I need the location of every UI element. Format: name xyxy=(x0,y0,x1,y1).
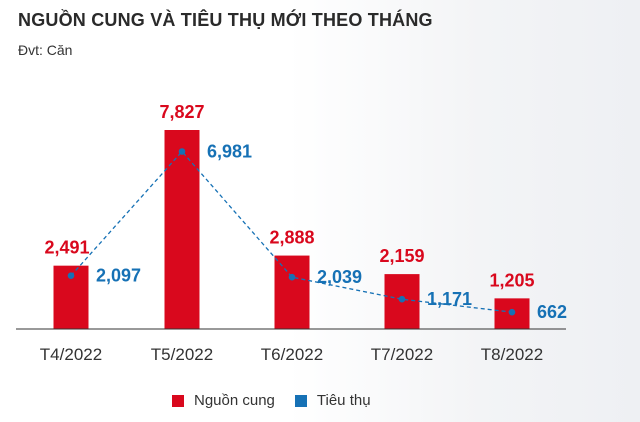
legend-label-supply: Nguồn cung xyxy=(194,392,275,409)
bar-supply-1 xyxy=(164,130,200,329)
point-sales-3 xyxy=(398,295,406,303)
point-sales-2 xyxy=(288,273,296,281)
line-label-4: 662 xyxy=(537,302,567,322)
legend-label-sales: Tiêu thụ xyxy=(316,392,371,409)
chart-title: NGUỒN CUNG VÀ TIÊU THỤ MỚI THEO THÁNG xyxy=(18,10,433,30)
x-tick-label-2: T6/2022 xyxy=(261,345,323,364)
legend-item-sales: Tiêu thụ xyxy=(294,392,371,409)
bar-label-0: 2,491 xyxy=(44,238,89,258)
legend-swatch-sales xyxy=(294,394,307,407)
legend-swatch-supply xyxy=(172,394,184,407)
point-sales-1 xyxy=(178,148,186,155)
point-sales-0 xyxy=(67,272,75,279)
x-tick-label-1: T5/2022 xyxy=(151,345,213,364)
line-label-1: 6,981 xyxy=(207,142,252,162)
line-label-3: 1,171 xyxy=(427,289,472,309)
bar-label-3: 2,159 xyxy=(379,246,424,266)
bar-supply-2 xyxy=(274,255,310,329)
unit-label: Đvt: Căn xyxy=(18,42,73,58)
x-tick-label-0: T4/2022 xyxy=(40,345,102,364)
bar-label-1: 7,827 xyxy=(159,102,204,122)
legend-item-supply: Nguồn cung xyxy=(172,392,275,409)
x-tick-label-4: T8/2022 xyxy=(481,345,543,364)
point-sales-4 xyxy=(508,308,516,316)
bar-label-2: 2,888 xyxy=(269,228,314,248)
bar-label-4: 1,205 xyxy=(489,270,534,290)
line-label-0: 2,097 xyxy=(96,266,141,286)
legend: Nguồn cung Tiêu thụ xyxy=(172,392,391,409)
x-tick-label-3: T7/2022 xyxy=(371,345,433,364)
line-label-2: 2,039 xyxy=(317,267,362,287)
